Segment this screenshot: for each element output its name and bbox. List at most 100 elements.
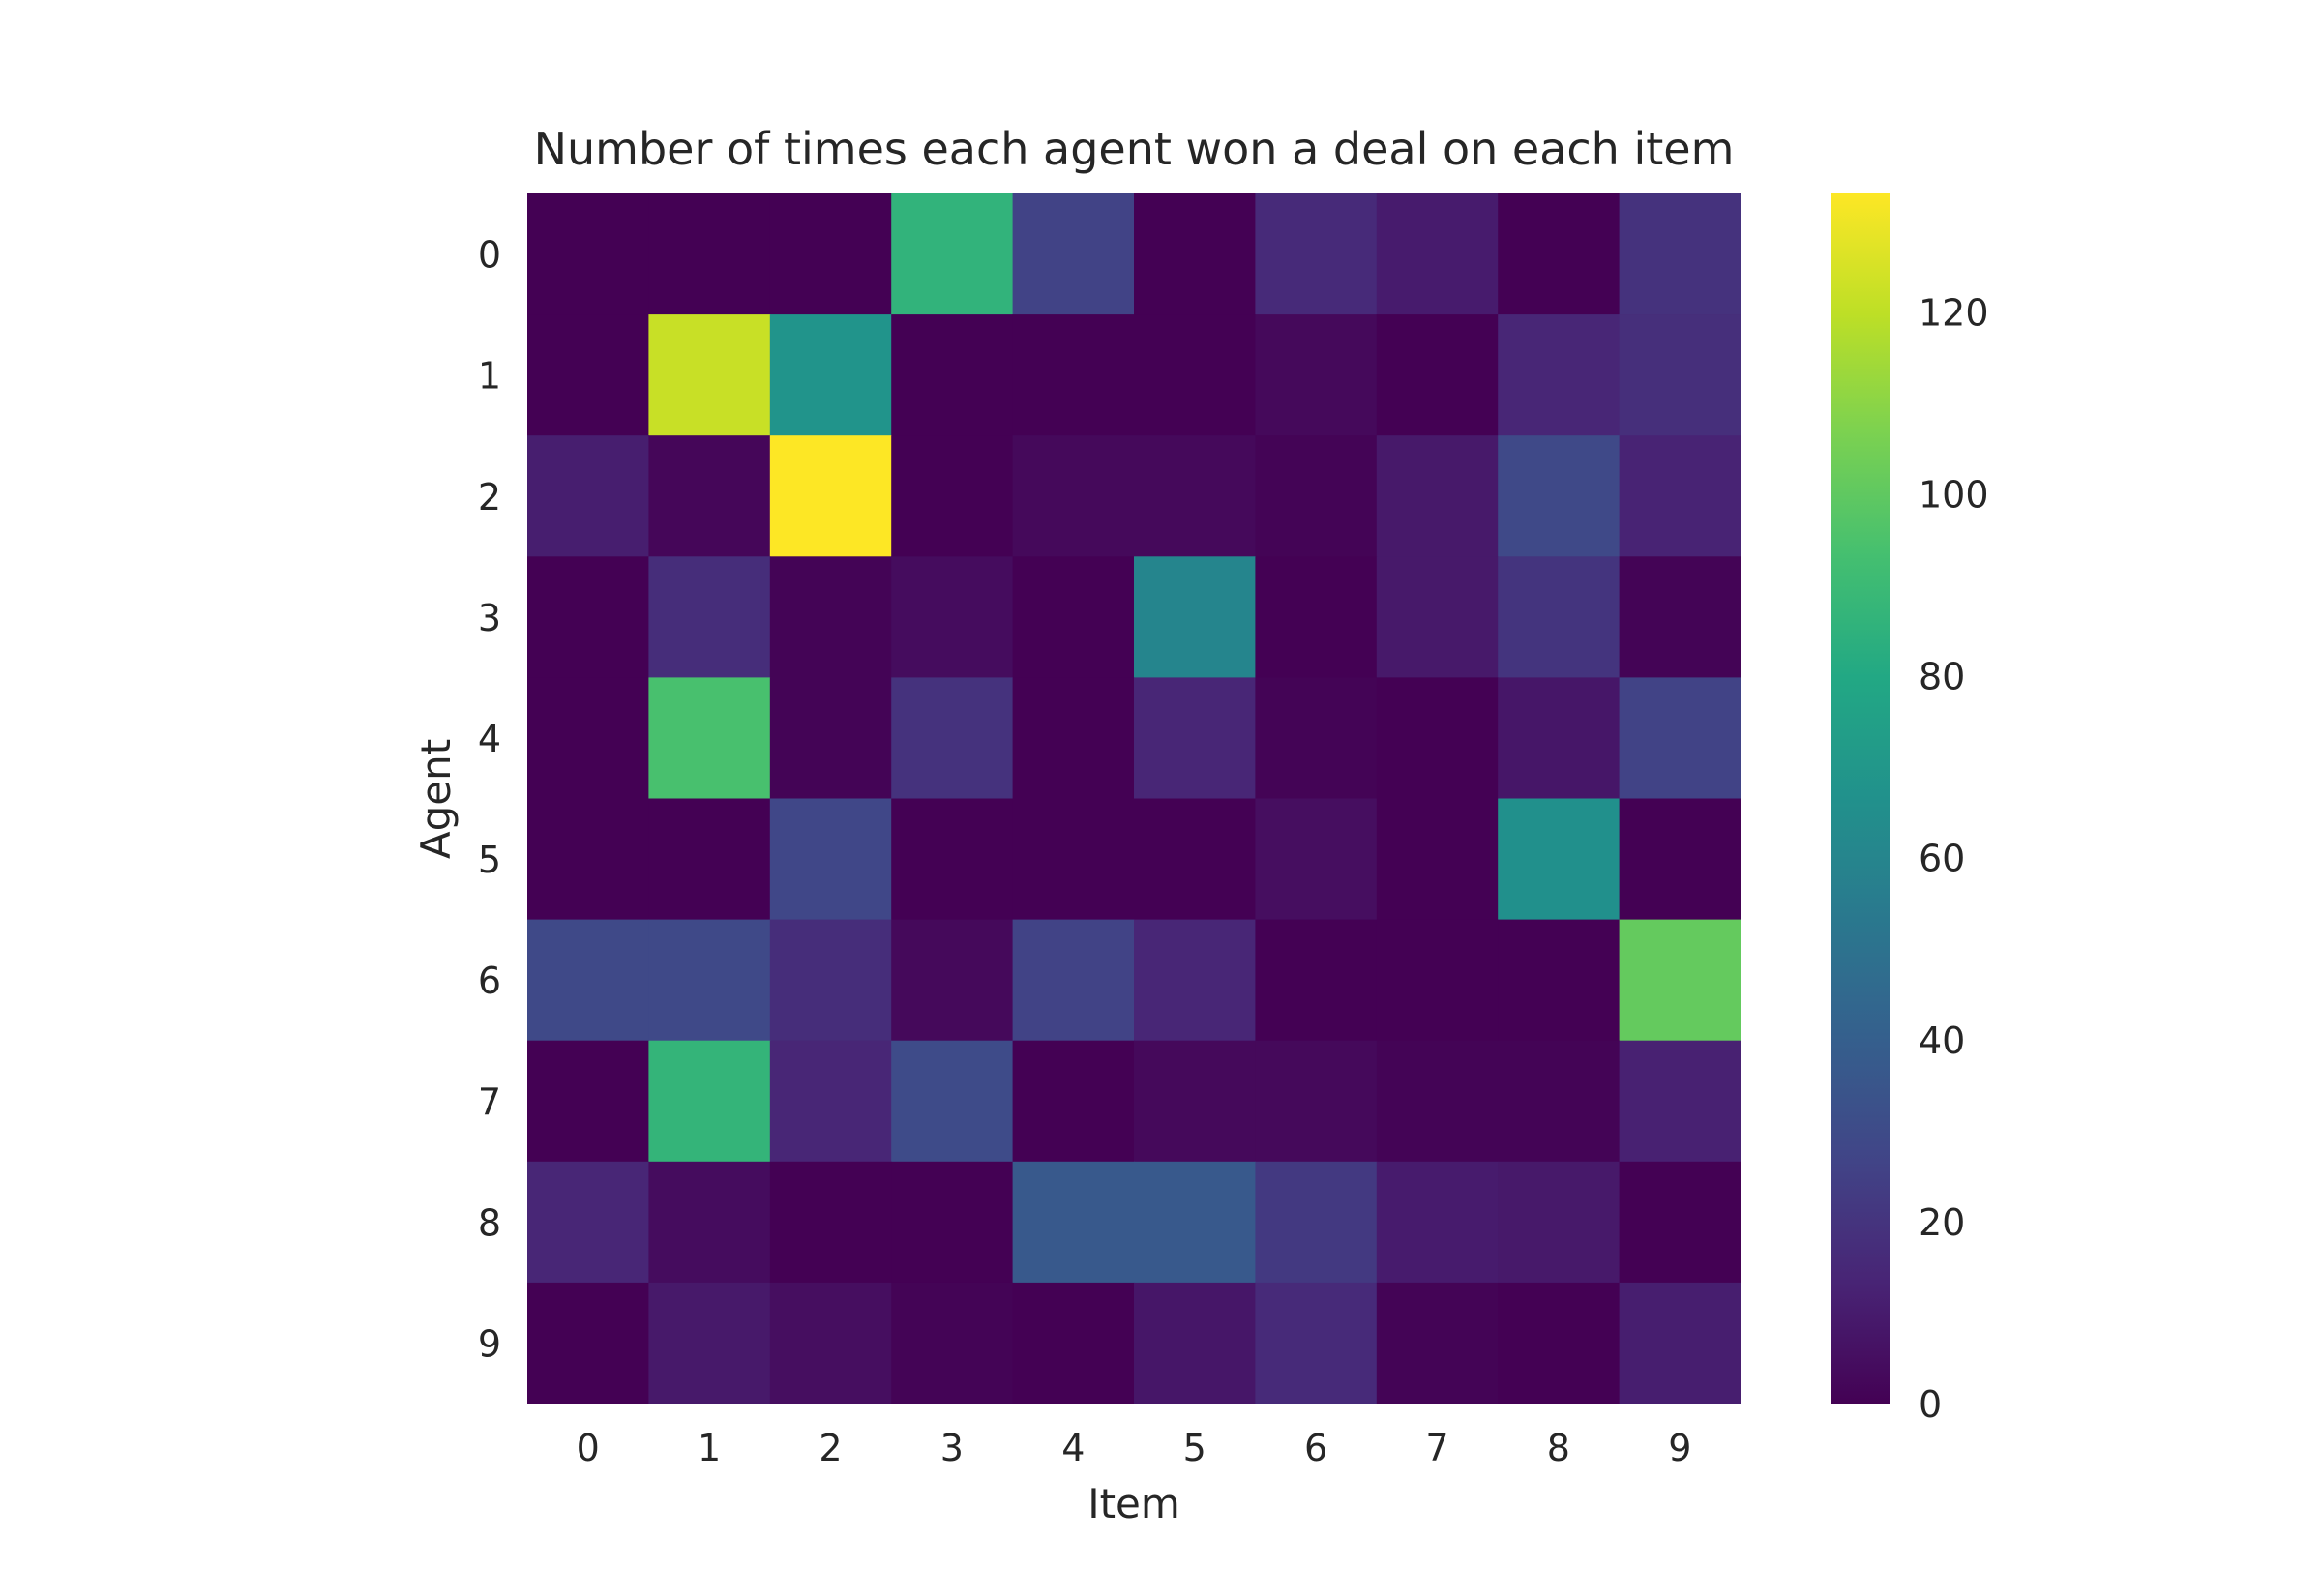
y-tick-label: 7 xyxy=(478,1080,501,1123)
heatmap-cell-agent-2-item-5 xyxy=(1134,435,1256,557)
heatmap-cell-agent-5-item-0 xyxy=(527,798,649,921)
x-tick-label: 4 xyxy=(1061,1427,1085,1469)
x-tick-label: 7 xyxy=(1425,1427,1448,1469)
heatmap-cell-agent-7-item-2 xyxy=(769,1040,892,1163)
x-tick-label: 3 xyxy=(940,1427,964,1469)
heatmap-cell-agent-3-item-3 xyxy=(891,556,1014,678)
heatmap-cell-agent-0-item-4 xyxy=(1012,193,1135,315)
heatmap-cell-agent-6-item-5 xyxy=(1134,919,1256,1042)
heatmap-cell-agent-1-item-2 xyxy=(769,314,892,436)
heatmap-cell-agent-7-item-5 xyxy=(1134,1040,1256,1163)
y-tick-label: 5 xyxy=(478,839,501,881)
heatmap-cell-agent-9-item-7 xyxy=(1376,1282,1499,1404)
heatmap-cell-agent-7-item-8 xyxy=(1498,1040,1621,1163)
heatmap-cell-agent-0-item-8 xyxy=(1498,193,1621,315)
heatmap-cell-agent-2-item-6 xyxy=(1255,435,1378,557)
heatmap-cell-agent-4-item-7 xyxy=(1376,677,1499,800)
heatmap-cell-agent-3-item-9 xyxy=(1619,556,1742,678)
heatmap-cell-agent-1-item-7 xyxy=(1376,314,1499,436)
heatmap-cell-agent-1-item-5 xyxy=(1134,314,1256,436)
heatmap-cell-agent-2-item-8 xyxy=(1498,435,1621,557)
colorbar-tick-label: 0 xyxy=(1919,1383,1942,1426)
colorbar-tick-label: 100 xyxy=(1919,473,1989,516)
colorbar-ticks: 0 20 40 60 80 100 120 xyxy=(1919,291,1989,1426)
colorbar-tick-label: 20 xyxy=(1919,1201,1965,1244)
y-tick-label: 6 xyxy=(478,960,501,1002)
heatmap-cell-agent-3-item-8 xyxy=(1498,556,1621,678)
heatmap-cell-agent-9-item-6 xyxy=(1255,1282,1378,1404)
colorbar-tick-label: 120 xyxy=(1919,291,1989,334)
heatmap-cell-agent-0-item-1 xyxy=(648,193,771,315)
heatmap-cell-agent-7-item-1 xyxy=(648,1040,771,1163)
heatmap-cell-agent-4-item-4 xyxy=(1012,677,1135,800)
heatmap-cell-agent-2-item-9 xyxy=(1619,435,1742,557)
heatmap-cell-agent-3-item-0 xyxy=(527,556,649,678)
heatmap-cell-agent-0-item-9 xyxy=(1619,193,1742,315)
heatmap-cell-agent-8-item-4 xyxy=(1012,1161,1135,1284)
heatmap-cell-agent-8-item-8 xyxy=(1498,1161,1621,1284)
x-tick-label: 2 xyxy=(819,1427,842,1469)
x-tick-label: 8 xyxy=(1547,1427,1570,1469)
heatmap-cell-agent-2-item-1 xyxy=(648,435,771,557)
chart-title: Number of times each agent won a deal on… xyxy=(534,123,1735,175)
heatmap-cell-agent-6-item-9 xyxy=(1619,919,1742,1042)
heatmap-cell-agent-2-item-2 xyxy=(769,435,892,557)
heatmap-cell-agent-3-item-6 xyxy=(1255,556,1378,678)
colorbar-tick-label: 80 xyxy=(1919,656,1965,698)
heatmap-cell-agent-0-item-0 xyxy=(527,193,649,315)
heatmap-cell-agent-4-item-6 xyxy=(1255,677,1378,800)
heatmap-cell-agent-9-item-9 xyxy=(1619,1282,1742,1404)
heatmap-cell-agent-9-item-5 xyxy=(1134,1282,1256,1404)
heatmap-cell-agent-1-item-6 xyxy=(1255,314,1378,436)
heatmap-cell-agent-4-item-5 xyxy=(1134,677,1256,800)
heatmap-cell-agent-4-item-9 xyxy=(1619,677,1742,800)
y-tick-label: 8 xyxy=(478,1201,501,1244)
heatmap-cell-agent-8-item-7 xyxy=(1376,1161,1499,1284)
heatmap-cell-agent-4-item-0 xyxy=(527,677,649,800)
heatmap-cell-agent-1-item-3 xyxy=(891,314,1014,436)
heatmap-cell-agent-7-item-6 xyxy=(1255,1040,1378,1163)
heatmap-cell-agent-9-item-4 xyxy=(1012,1282,1135,1404)
heatmap-cell-agent-4-item-1 xyxy=(648,677,771,800)
heatmap-cell-agent-0-item-6 xyxy=(1255,193,1378,315)
heatmap-cell-agent-9-item-3 xyxy=(891,1282,1014,1404)
heatmap-cell-agent-0-item-5 xyxy=(1134,193,1256,315)
heatmap-cell-agent-3-item-1 xyxy=(648,556,771,678)
heatmap-cell-agent-3-item-4 xyxy=(1012,556,1135,678)
heatmap-cell-agent-8-item-9 xyxy=(1619,1161,1742,1284)
heatmap-cell-agent-7-item-0 xyxy=(527,1040,649,1163)
heatmap-cell-agent-5-item-3 xyxy=(891,798,1014,921)
heatmap-cell-agent-3-item-2 xyxy=(769,556,892,678)
heatmap-cell-agent-6-item-6 xyxy=(1255,919,1378,1042)
x-axis-ticks: 0 1 2 3 4 5 6 7 8 9 xyxy=(577,1427,1692,1469)
heatmap-cell-agent-5-item-6 xyxy=(1255,798,1378,921)
colorbar xyxy=(1831,193,1890,1404)
heatmap-cell-agent-0-item-3 xyxy=(891,193,1014,315)
heatmap-cell-agent-1-item-0 xyxy=(527,314,649,436)
heatmap-cell-agent-3-item-7 xyxy=(1376,556,1499,678)
heatmap-cell-agent-9-item-1 xyxy=(648,1282,771,1404)
heatmap-cell-agent-5-item-7 xyxy=(1376,798,1499,921)
y-tick-label: 2 xyxy=(478,476,501,518)
heatmap-cell-agent-1-item-4 xyxy=(1012,314,1135,436)
heatmap-cell-agent-1-item-1 xyxy=(648,314,771,436)
y-axis-label: Agent xyxy=(412,739,460,859)
heatmap-cell-agent-6-item-8 xyxy=(1498,919,1621,1042)
heatmap-cell-agent-4-item-8 xyxy=(1498,677,1621,800)
heatmap-cell-agent-4-item-3 xyxy=(891,677,1014,800)
heatmap-cell-agent-2-item-4 xyxy=(1012,435,1135,557)
heatmap-cell-agent-5-item-5 xyxy=(1134,798,1256,921)
heatmap-cell-agent-8-item-0 xyxy=(527,1161,649,1284)
heatmap-cell-agent-5-item-4 xyxy=(1012,798,1135,921)
heatmap-cell-agent-6-item-1 xyxy=(648,919,771,1042)
y-tick-label: 9 xyxy=(478,1323,501,1366)
heatmap-cell-agent-9-item-8 xyxy=(1498,1282,1621,1404)
heatmap-cell-agent-3-item-5 xyxy=(1134,556,1256,678)
heatmap-cell-agent-6-item-3 xyxy=(891,919,1014,1042)
colorbar-tick-label: 60 xyxy=(1919,838,1965,880)
heatmap-cell-agent-7-item-9 xyxy=(1619,1040,1742,1163)
y-axis-ticks: 0 1 2 3 4 5 6 7 8 9 xyxy=(478,234,501,1366)
heatmap-cell-agent-2-item-7 xyxy=(1376,435,1499,557)
heatmap-cell-agent-8-item-2 xyxy=(769,1161,892,1284)
